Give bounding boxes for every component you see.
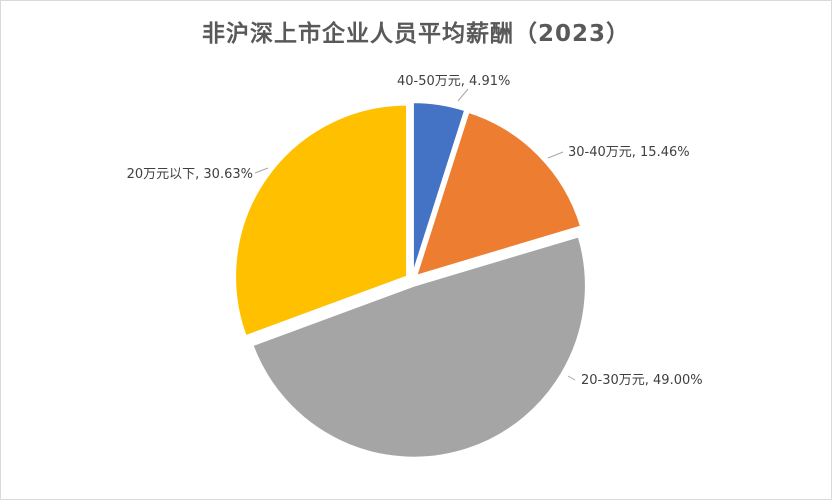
leader-line-3 [254, 167, 269, 174]
pie-slice-1 [414, 110, 583, 278]
leader-line-1 [547, 151, 564, 159]
slice-label-0: 40-50万元, 4.91% [397, 74, 510, 89]
leader-line-2 [567, 375, 576, 381]
leader-line-0 [457, 88, 469, 102]
pie-slice-3 [234, 103, 409, 338]
pie-slice-0 [411, 101, 467, 275]
slice-label-3: 20万元以下, 30.63% [127, 167, 253, 182]
chart-title: 非沪深上市企业人员平均薪酬（2023） [201, 21, 630, 47]
pie-slice-2 [251, 235, 587, 459]
slice-label-2: 20-30万元, 49.00% [581, 373, 703, 388]
slice-label-1: 30-40万元, 15.46% [568, 145, 690, 160]
